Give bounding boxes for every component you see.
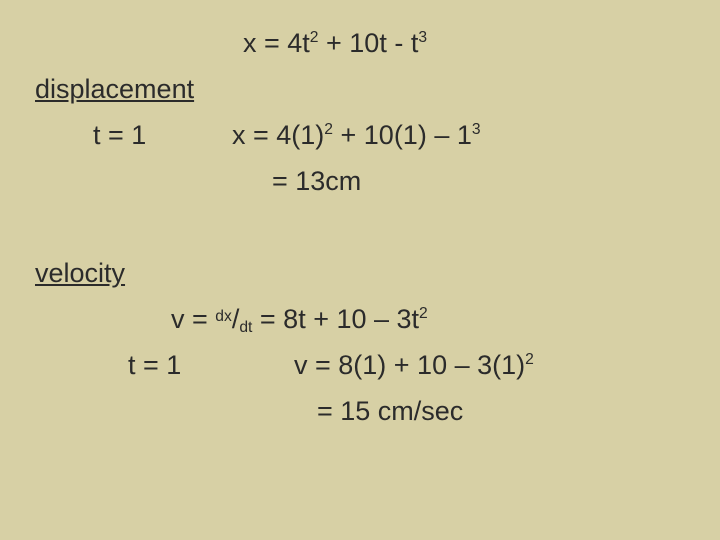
- vel2-sup: 2: [525, 351, 534, 368]
- displacement-result: = 13cm: [272, 168, 361, 195]
- eq-sup-2: 3: [418, 29, 427, 46]
- velocity-definition: v = dx/dt = 8t + 10 – 3t2: [171, 306, 428, 333]
- disp1-a: x = 4(1): [232, 120, 324, 150]
- eq-sup-1: 2: [310, 29, 319, 46]
- vel1-sup: 2: [419, 305, 428, 322]
- vel1-b: = 8t + 10 – 3t: [252, 304, 419, 334]
- disp1-sup2: 3: [472, 121, 481, 138]
- displacement-step1: x = 4(1)2 + 10(1) – 13: [232, 122, 481, 149]
- velocity-step1: v = 8(1) + 10 – 3(1)2: [294, 352, 534, 379]
- eq-text-b: + 10t - t: [319, 28, 419, 58]
- disp1-b: + 10(1) – 1: [333, 120, 472, 150]
- equation-main: x = 4t2 + 10t - t3: [243, 30, 427, 57]
- velocity-t: t = 1: [128, 352, 181, 379]
- vel1-a: v =: [171, 304, 215, 334]
- vel1-num: dx: [215, 308, 232, 325]
- heading-velocity: velocity: [35, 260, 125, 287]
- vel2-a: v = 8(1) + 10 – 3(1): [294, 350, 525, 380]
- eq-text-a: x = 4t: [243, 28, 310, 58]
- heading-displacement: displacement: [35, 76, 194, 103]
- velocity-result: = 15 cm/sec: [317, 398, 463, 425]
- displacement-t: t = 1: [93, 122, 146, 149]
- vel1-den: dt: [239, 319, 252, 336]
- disp1-sup1: 2: [324, 121, 333, 138]
- slide: x = 4t2 + 10t - t3 displacement t = 1 x …: [0, 0, 720, 540]
